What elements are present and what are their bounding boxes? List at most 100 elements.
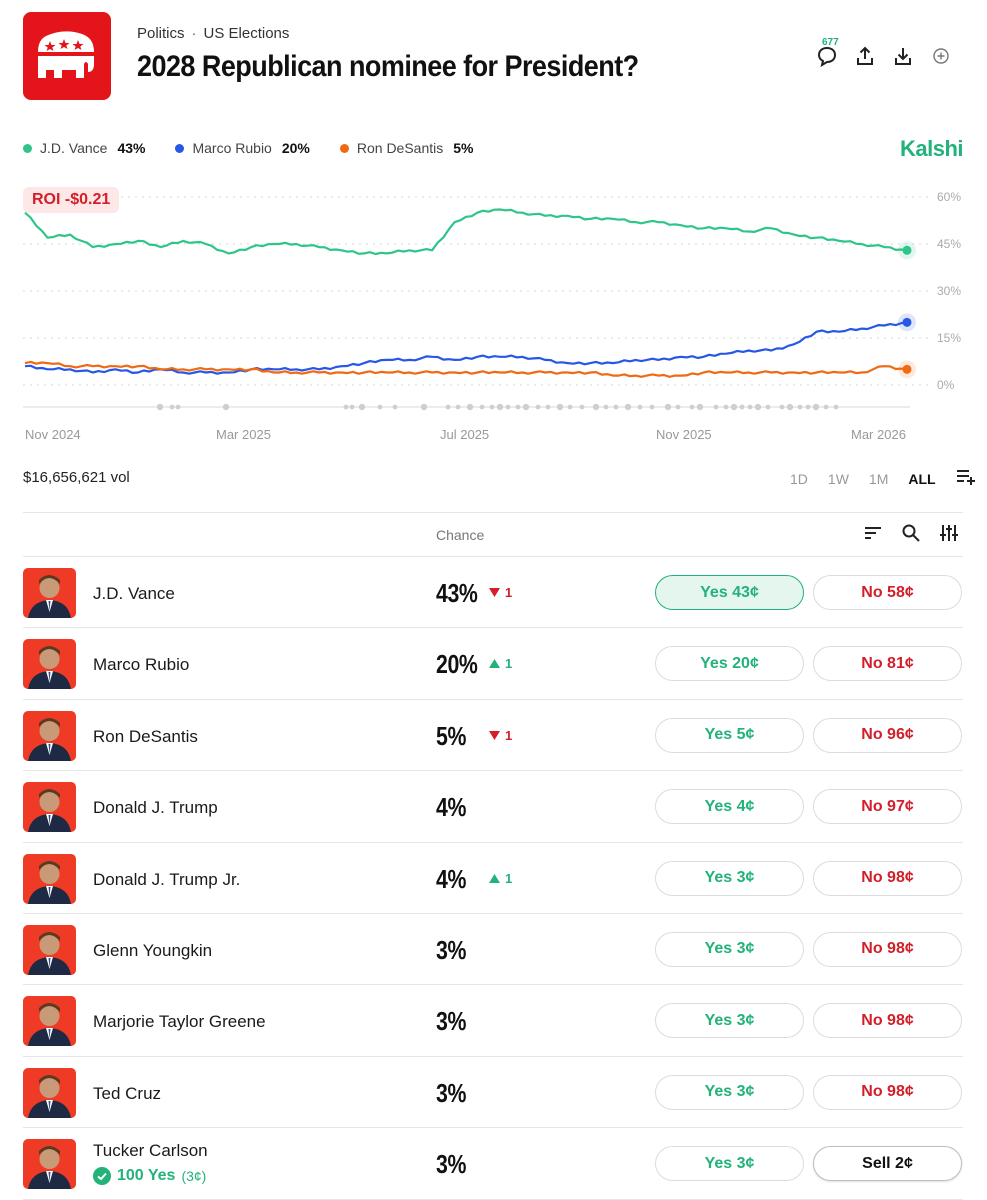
candidate-name[interactable]: Ted Cruz: [93, 1083, 162, 1103]
buy-no-button[interactable]: No 98¢: [813, 1074, 962, 1110]
y-tick-label: 45%: [937, 237, 961, 251]
search-icon: [902, 524, 920, 542]
buy-yes-button[interactable]: Yes 4¢: [655, 789, 804, 825]
timeline-marker: [535, 404, 541, 410]
timeline-marker: [169, 404, 175, 410]
portrait-icon: [28, 1074, 71, 1118]
roi-badge: ROI -$0.21: [23, 187, 120, 213]
timeline-marker: [489, 404, 495, 410]
timeline-marker: [747, 404, 753, 410]
chance-column-header[interactable]: Chance: [436, 527, 485, 543]
buy-yes-button[interactable]: Yes 5¢: [655, 717, 804, 753]
buy-yes-button[interactable]: Yes 3¢: [655, 1074, 804, 1110]
kalshi-logo[interactable]: Kalshi: [900, 136, 964, 161]
buy-yes-button[interactable]: Yes 3¢: [655, 860, 804, 896]
buy-no-button[interactable]: No 96¢: [813, 717, 962, 753]
range-1w[interactable]: 1W: [827, 470, 849, 487]
comment-count: 677: [822, 37, 839, 48]
x-tick-label: Mar 2026: [851, 427, 906, 442]
buy-no-button[interactable]: No 98¢: [813, 931, 962, 967]
elephant-icon: [38, 31, 94, 78]
outcome-row-vance[interactable]: J.D. Vance 43% 1 Yes 43¢ No 58¢: [23, 557, 963, 629]
timeline-marker: [466, 403, 474, 411]
timeline-marker: [592, 403, 600, 411]
sort-icon: [865, 527, 881, 539]
outcome-row-trump-jr[interactable]: Donald J. Trump Jr. 4% 1 Yes 3¢ No 98¢: [23, 843, 963, 914]
chart-settings-button[interactable]: [956, 469, 976, 488]
breadcrumb: Politics · US Elections: [137, 25, 289, 42]
candidate-name[interactable]: Glenn Youngkin: [93, 940, 213, 960]
filter-button[interactable]: [939, 523, 959, 548]
sell-button[interactable]: Sell 2¢: [813, 1146, 962, 1182]
legend-pct: 5%: [453, 140, 474, 156]
candidate-name[interactable]: Marjorie Taylor Greene: [93, 1012, 266, 1032]
legend-item-vance[interactable]: J.D. Vance 43%: [23, 140, 145, 156]
comments-button[interactable]: 677: [808, 37, 846, 72]
timeline-marker: [343, 404, 349, 410]
chance-value: 5%: [436, 720, 466, 751]
buy-yes-button[interactable]: Yes 43¢: [655, 575, 804, 610]
y-tick-label: 30%: [937, 284, 961, 298]
outcome-row-trump[interactable]: Donald J. Trump 4% Yes 4¢ No 97¢: [23, 771, 963, 843]
breadcrumb-us-elections[interactable]: US Elections: [203, 25, 290, 42]
buy-no-button[interactable]: No 58¢: [813, 575, 962, 610]
portrait-icon: [28, 789, 71, 833]
timeline-marker: [613, 404, 619, 410]
breadcrumb-politics[interactable]: Politics: [137, 25, 185, 42]
list-add-icon: [956, 470, 975, 485]
y-tick-label: 60%: [937, 190, 961, 204]
chance-value: 20%: [436, 649, 478, 680]
download-button[interactable]: [884, 40, 922, 72]
outcome-row-youngkin[interactable]: Glenn Youngkin 3% Yes 3¢ No 98¢: [23, 914, 963, 986]
legend-dot-vance: [23, 143, 32, 153]
timeline-marker: [455, 404, 461, 410]
candidate-name[interactable]: Tucker Carlson: [93, 1141, 208, 1161]
buy-no-button[interactable]: No 97¢: [813, 789, 962, 825]
outcome-list: J.D. Vance 43% 1 Yes 43¢ No 58¢ Marco Rubio 2…: [23, 557, 963, 1200]
timeline-marker: [696, 403, 704, 411]
legend-item-desantis[interactable]: Ron DeSantis 5%: [339, 140, 474, 156]
download-icon: [895, 48, 911, 65]
volume-label: $16,656,621 vol: [23, 469, 130, 486]
timeline-marker: [823, 404, 829, 410]
timeline-marker: [812, 403, 820, 411]
range-all[interactable]: ALL: [908, 470, 936, 487]
buy-yes-button[interactable]: Yes 3¢: [655, 1003, 804, 1039]
legend-pct: 43%: [117, 140, 146, 156]
price-chart[interactable]: 60% 45% 30% 15% 0% Nov 2024 Mar 2025 Jul 2025 No…: [0, 180, 987, 455]
portrait-icon: [28, 1003, 71, 1047]
share-button[interactable]: [846, 40, 884, 72]
outcome-row-carlson[interactable]: Tucker Carlson 100 Yes (3¢) 3% Yes 3¢ Sell…: [23, 1128, 963, 1200]
buy-no-button[interactable]: No 98¢: [813, 860, 962, 896]
outcome-row-cruz[interactable]: Ted Cruz 3% Yes 3¢ No 98¢: [23, 1057, 963, 1129]
buy-yes-button[interactable]: Yes 3¢: [655, 931, 804, 967]
timeline-marker: [392, 404, 398, 410]
buy-yes-button[interactable]: Yes 3¢: [655, 1146, 804, 1182]
candidate-name[interactable]: Marco Rubio: [93, 655, 190, 675]
position-holding: 100 Yes (3¢): [93, 1167, 207, 1186]
holding-price: (3¢): [181, 1168, 207, 1185]
legend-item-rubio[interactable]: Marco Rubio 20%: [175, 140, 310, 156]
timeline-marker: [175, 404, 181, 410]
candidate-name[interactable]: J.D. Vance: [93, 584, 175, 603]
add-button[interactable]: [922, 40, 960, 72]
search-button[interactable]: [901, 523, 921, 548]
outcome-row-greene[interactable]: Marjorie Taylor Greene 3% Yes 3¢ No 98¢: [23, 985, 963, 1057]
outcome-row-desantis[interactable]: Ron DeSantis 5% 1 Yes 5¢ No 96¢: [23, 700, 963, 772]
range-1m[interactable]: 1M: [868, 470, 889, 487]
series-line: [24, 321, 908, 375]
comment-icon: [817, 46, 837, 67]
candidate-name[interactable]: Donald J. Trump Jr.: [93, 869, 241, 889]
timeline-marker: [420, 403, 428, 411]
buy-yes-button[interactable]: Yes 20¢: [655, 646, 804, 682]
outcome-row-rubio[interactable]: Marco Rubio 20% 1 Yes 20¢ No 81¢: [23, 628, 963, 700]
candidate-name[interactable]: Donald J. Trump: [93, 798, 218, 818]
sort-button[interactable]: [863, 523, 883, 548]
buy-no-button[interactable]: No 98¢: [813, 1003, 962, 1039]
range-1d[interactable]: 1D: [790, 470, 808, 487]
buy-no-button[interactable]: No 81¢: [813, 646, 962, 682]
candidate-name[interactable]: Ron DeSantis: [93, 726, 198, 746]
portrait-icon: [28, 1146, 71, 1190]
timeline-marker: [567, 404, 573, 410]
timeline-marker: [754, 403, 762, 411]
